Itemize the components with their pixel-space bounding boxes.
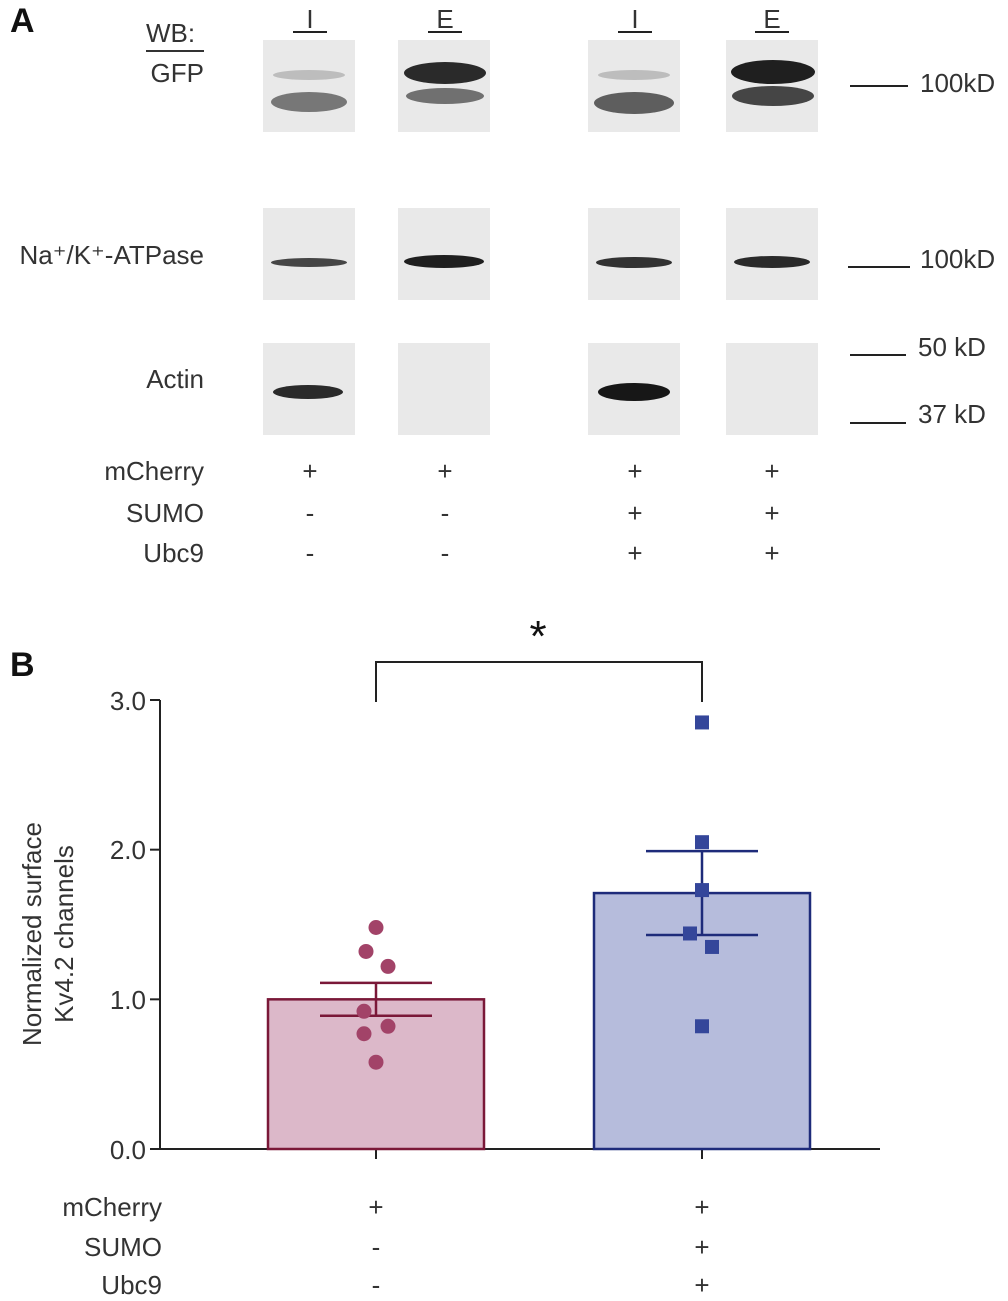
lane-underline-3 [618, 31, 652, 33]
a-sign: + [437, 456, 453, 486]
b-cond-mcherry: mCherry [62, 1192, 162, 1222]
data-point [380, 958, 396, 974]
b-sign: + [368, 1192, 384, 1222]
row-label-actin: Actin [146, 364, 204, 394]
b-cond-sumo: SUMO [84, 1232, 162, 1262]
data-point [683, 926, 697, 941]
y-tick-label: 1.0 [109, 985, 146, 1015]
marker-50kd: 50 kD [918, 332, 986, 362]
b-sign: + [694, 1192, 710, 1222]
a-cond-sumo: SUMO [126, 498, 204, 528]
y-tick-label: 2.0 [109, 835, 146, 865]
lane-underline-4 [755, 31, 789, 33]
marker-line-50kd [850, 354, 906, 356]
blot-atpase-lane-4 [726, 208, 818, 300]
data-point [705, 939, 719, 954]
data-point [695, 1019, 709, 1034]
marker-line-37kd [850, 422, 906, 424]
data-point [356, 1003, 372, 1019]
panel-a-letter: A [10, 2, 35, 40]
blot-actin-lane-2 [398, 343, 490, 435]
a-sign: + [764, 538, 780, 568]
blot-atpase-lane-2 [398, 208, 490, 300]
a-sign: + [302, 456, 318, 486]
row-label-atpase: Na⁺/K⁺-ATPase [19, 240, 204, 270]
lane-header-1: I [306, 4, 314, 34]
data-point [356, 1026, 372, 1042]
marker-atpase-100kd: 100kD [920, 244, 996, 274]
marker-line-atpase [848, 266, 910, 268]
significance-star: * [529, 612, 547, 661]
a-sign: + [764, 456, 780, 486]
b-sign: - [371, 1232, 381, 1262]
data-point [368, 919, 384, 935]
lane-header-2: E [436, 4, 454, 34]
wb-label: WB: [146, 18, 196, 48]
marker-gfp-100kd: 100kD [920, 68, 996, 98]
y-axis-label: Normalized surface Kv4.2 channels [16, 744, 80, 1124]
blot-atpase-lane-1 [263, 208, 355, 300]
blot-actin-lane-4 [726, 343, 818, 435]
a-sign: + [764, 498, 780, 528]
marker-line-gfp [850, 85, 908, 87]
data-point [358, 943, 374, 959]
row-label-gfp: GFP [150, 58, 204, 88]
blot-gfp-lane-1 [263, 40, 355, 132]
y-tick-label: 0.0 [109, 1135, 146, 1165]
blot-gfp-lane-2 [398, 40, 490, 132]
lane-header-3: I [631, 4, 639, 34]
panel-b-letter: B [10, 646, 35, 684]
data-point [380, 1018, 396, 1034]
a-sign: - [440, 538, 450, 568]
blot-gfp-lane-4 [726, 40, 818, 132]
bar [266, 998, 486, 1151]
y-axis-label-line-2: Kv4.2 channels [49, 845, 79, 1023]
a-cond-ubc9: Ubc9 [143, 538, 204, 568]
blot-atpase-lane-3 [588, 208, 680, 300]
a-sign: + [627, 456, 643, 486]
data-point [695, 835, 709, 850]
y-tick-label: 3.0 [109, 686, 146, 716]
data-point [368, 1054, 384, 1070]
a-sign: - [440, 498, 450, 528]
b-sign: + [694, 1232, 710, 1262]
y-axis-label-line-1: Normalized surface [17, 822, 47, 1046]
a-sign: - [305, 498, 315, 528]
blot-actin-lane-3 [588, 343, 680, 435]
marker-37kd: 37 kD [918, 399, 986, 429]
a-cond-mcherry: mCherry [104, 456, 204, 486]
lane-header-4: E [763, 4, 781, 34]
b-cond-ubc9: Ubc9 [101, 1270, 162, 1300]
blot-actin-lane-1 [263, 343, 355, 435]
blot-gfp-lane-3 [588, 40, 680, 132]
wb-underline [146, 50, 204, 52]
b-sign: - [371, 1270, 381, 1300]
lane-underline-2 [428, 31, 462, 33]
a-sign: + [627, 538, 643, 568]
a-sign: + [627, 498, 643, 528]
b-sign: + [694, 1270, 710, 1300]
data-point [695, 715, 709, 730]
significance-bracket [375, 661, 703, 702]
a-sign: - [305, 538, 315, 568]
lane-underline-1 [293, 31, 327, 33]
data-point [695, 883, 709, 898]
